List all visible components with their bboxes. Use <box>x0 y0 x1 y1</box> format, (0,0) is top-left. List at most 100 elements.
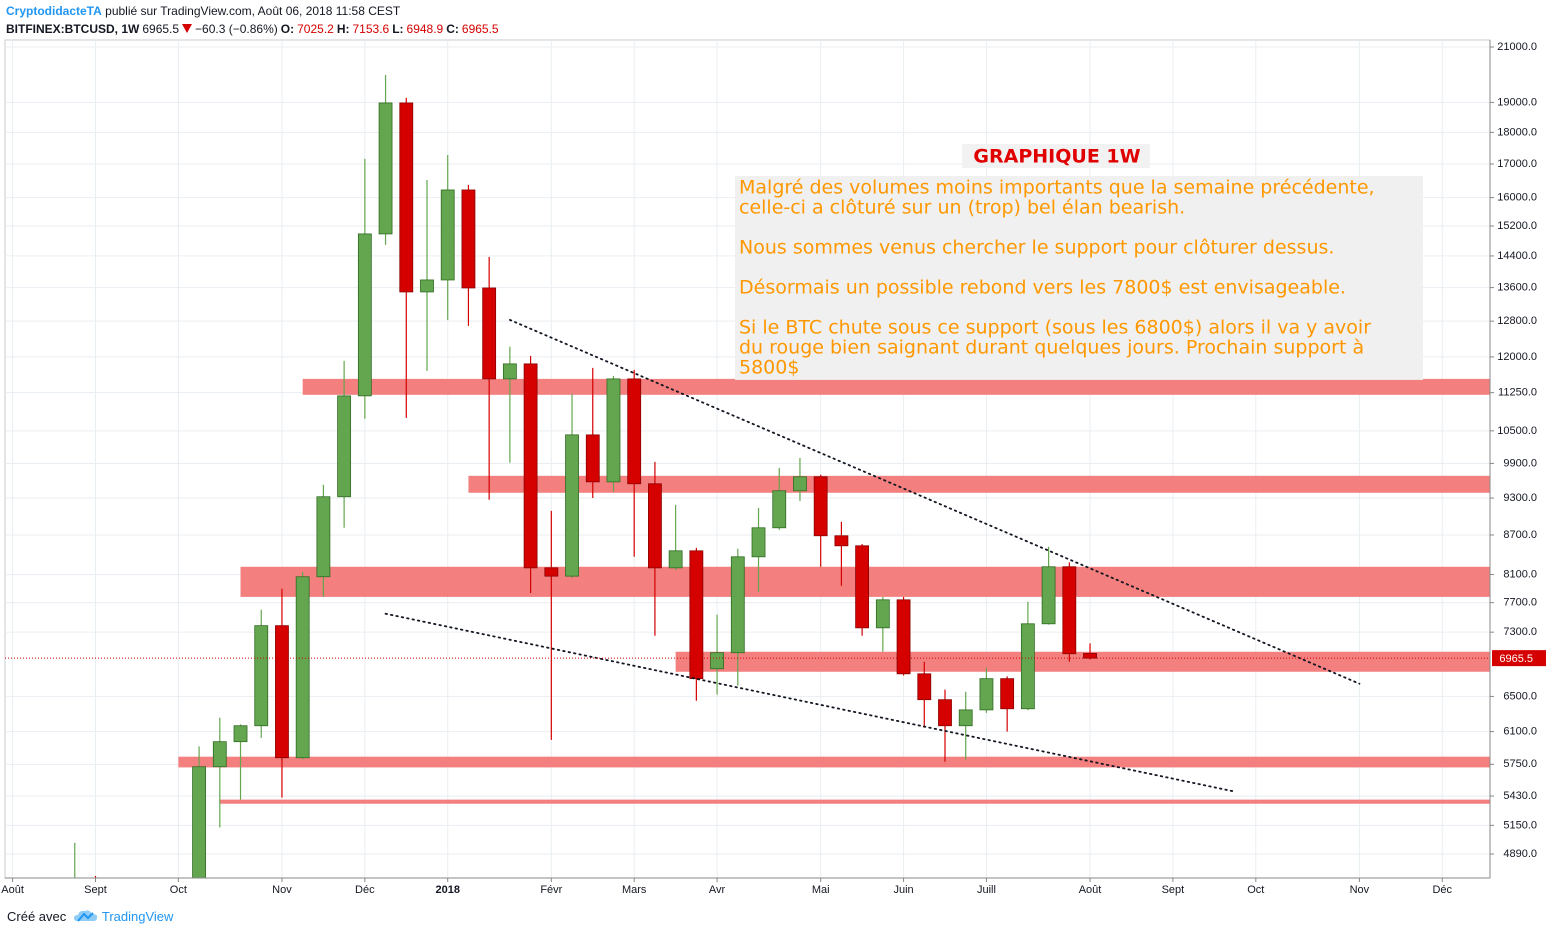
symbol: BITFINEX:BTCUSD, 1W <box>6 22 140 36</box>
x-tick-label: Févr <box>540 884 562 896</box>
y-tick-label: 9900.0 <box>1503 457 1537 469</box>
open-value: 7025.2 <box>297 22 334 36</box>
candle-body <box>192 766 206 878</box>
candle-body <box>606 378 621 483</box>
candle-body <box>979 678 994 711</box>
price-label-bg <box>1492 650 1546 667</box>
y-tick-label: 7300.0 <box>1503 626 1537 638</box>
candle-body <box>502 363 517 380</box>
grid <box>5 40 1490 878</box>
x-tick-label: Nov <box>272 884 292 896</box>
candle-body <box>958 709 973 727</box>
axes: 21000.0 19000.0 18000.0 17000.0 16000.0 15200… <box>1 40 1546 896</box>
candle-body <box>938 699 952 727</box>
candle-body <box>461 189 476 289</box>
x-tick-label: Déc <box>355 884 375 896</box>
candle-body <box>875 599 890 629</box>
candle-body <box>565 434 579 577</box>
candle-body <box>834 535 849 547</box>
y-tick-label: 18000.0 <box>1497 126 1537 138</box>
candle-body <box>710 652 724 670</box>
annotation-title-bg <box>962 144 1150 168</box>
annotation-text: Nous sommes venus chercher le support po… <box>739 237 1334 259</box>
y-tick-label: 7700.0 <box>1503 597 1537 609</box>
plot-frame <box>4 39 1491 879</box>
x-tick-label: Nov <box>1350 884 1370 896</box>
candle-body <box>420 279 434 293</box>
x-tick-label: Sept <box>1162 884 1185 896</box>
y-tick-label: 4890.0 <box>1503 848 1537 860</box>
last-price: 6965.5 <box>142 22 180 36</box>
candle-body <box>295 576 310 759</box>
change: −60.3 (−0.86%) <box>195 22 278 36</box>
support-zone <box>178 756 1490 768</box>
h-label: H: <box>336 22 350 36</box>
annotation: GRAPHIQUE 1W Malgré des volumes moins im… <box>735 144 1423 380</box>
x-tick-label: 2018 <box>435 884 459 896</box>
candle-body <box>585 434 600 483</box>
down-arrow <box>182 24 193 33</box>
header-line: CryptodidacteTA publié sur TradingView.c… <box>6 4 400 18</box>
candle-body <box>544 567 559 577</box>
x-tick-label: Sept <box>84 884 107 896</box>
y-tick-label: 12800.0 <box>1497 315 1537 327</box>
support-zone <box>219 799 1490 804</box>
y-tick-label: 5150.0 <box>1503 819 1537 831</box>
x-tick-label: Avr <box>709 884 726 896</box>
created-with: Créé avec <box>7 909 67 924</box>
annotation-text: du rouge bien saignant durant quelques j… <box>739 337 1364 359</box>
candle-body <box>730 556 745 654</box>
x-tick-label: Déc <box>1432 884 1452 896</box>
brand[interactable]: TradingView <box>101 909 174 924</box>
plot-area <box>5 74 1490 878</box>
candle-body <box>482 287 497 380</box>
x-tick-label: Oct <box>1247 884 1264 896</box>
annotation-title: GRAPHIQUE 1W <box>973 146 1140 168</box>
trend-line <box>384 612 1236 793</box>
y-tick-label: 6500.0 <box>1503 690 1537 702</box>
candle-body <box>212 741 227 768</box>
candle-body <box>357 233 372 397</box>
y-tick-label: 10500.0 <box>1497 425 1537 437</box>
candle-body <box>668 550 683 569</box>
y-tick-label: 19000.0 <box>1497 96 1537 108</box>
footer: Créé avec TradingView <box>7 909 173 924</box>
y-tick-label: 14400.0 <box>1497 250 1537 262</box>
candle-body <box>1041 566 1056 625</box>
x-tick-label: Mars <box>622 884 647 896</box>
x-tick-label: Août <box>1079 884 1102 896</box>
y-tick-label: 12000.0 <box>1497 351 1537 363</box>
candle-body <box>1062 566 1077 655</box>
y-tick-label: 8700.0 <box>1503 529 1537 541</box>
c-label: C: <box>446 22 459 36</box>
price-label: 6965.5 <box>1499 653 1533 665</box>
candle-body <box>337 395 352 498</box>
support-zone <box>302 378 1490 395</box>
y-tick-label: 13600.0 <box>1497 281 1537 293</box>
author[interactable]: CryptodidacteTA <box>6 4 102 18</box>
x-tick-label: Juill <box>977 884 996 896</box>
annotation-text: Si le BTC chute sous ce support (sous le… <box>739 317 1371 339</box>
candle-body <box>316 496 331 578</box>
candle-body <box>855 545 870 629</box>
support-zone <box>675 651 1490 672</box>
o-label: O: <box>280 22 295 36</box>
y-tick-label: 8100.0 <box>1503 568 1537 580</box>
candle-body <box>648 483 662 569</box>
candle-body <box>1083 653 1097 659</box>
y-tick-label: 16000.0 <box>1497 191 1537 203</box>
annotation-box <box>735 176 1423 380</box>
high-value: 7153.6 <box>352 22 390 36</box>
tv-logo <box>73 910 98 922</box>
y-tick-label: 6100.0 <box>1503 726 1537 738</box>
candle-body <box>440 189 455 281</box>
candle-body <box>793 476 807 492</box>
candle-body <box>254 625 269 727</box>
annotation-text: celle-ci a clôturé sur un (trop) bel éla… <box>739 197 1185 219</box>
y-tick-label: 21000.0 <box>1497 41 1537 53</box>
candle-body <box>523 363 538 569</box>
l-label: L: <box>392 22 404 36</box>
y-tick-label: 5430.0 <box>1503 790 1537 802</box>
